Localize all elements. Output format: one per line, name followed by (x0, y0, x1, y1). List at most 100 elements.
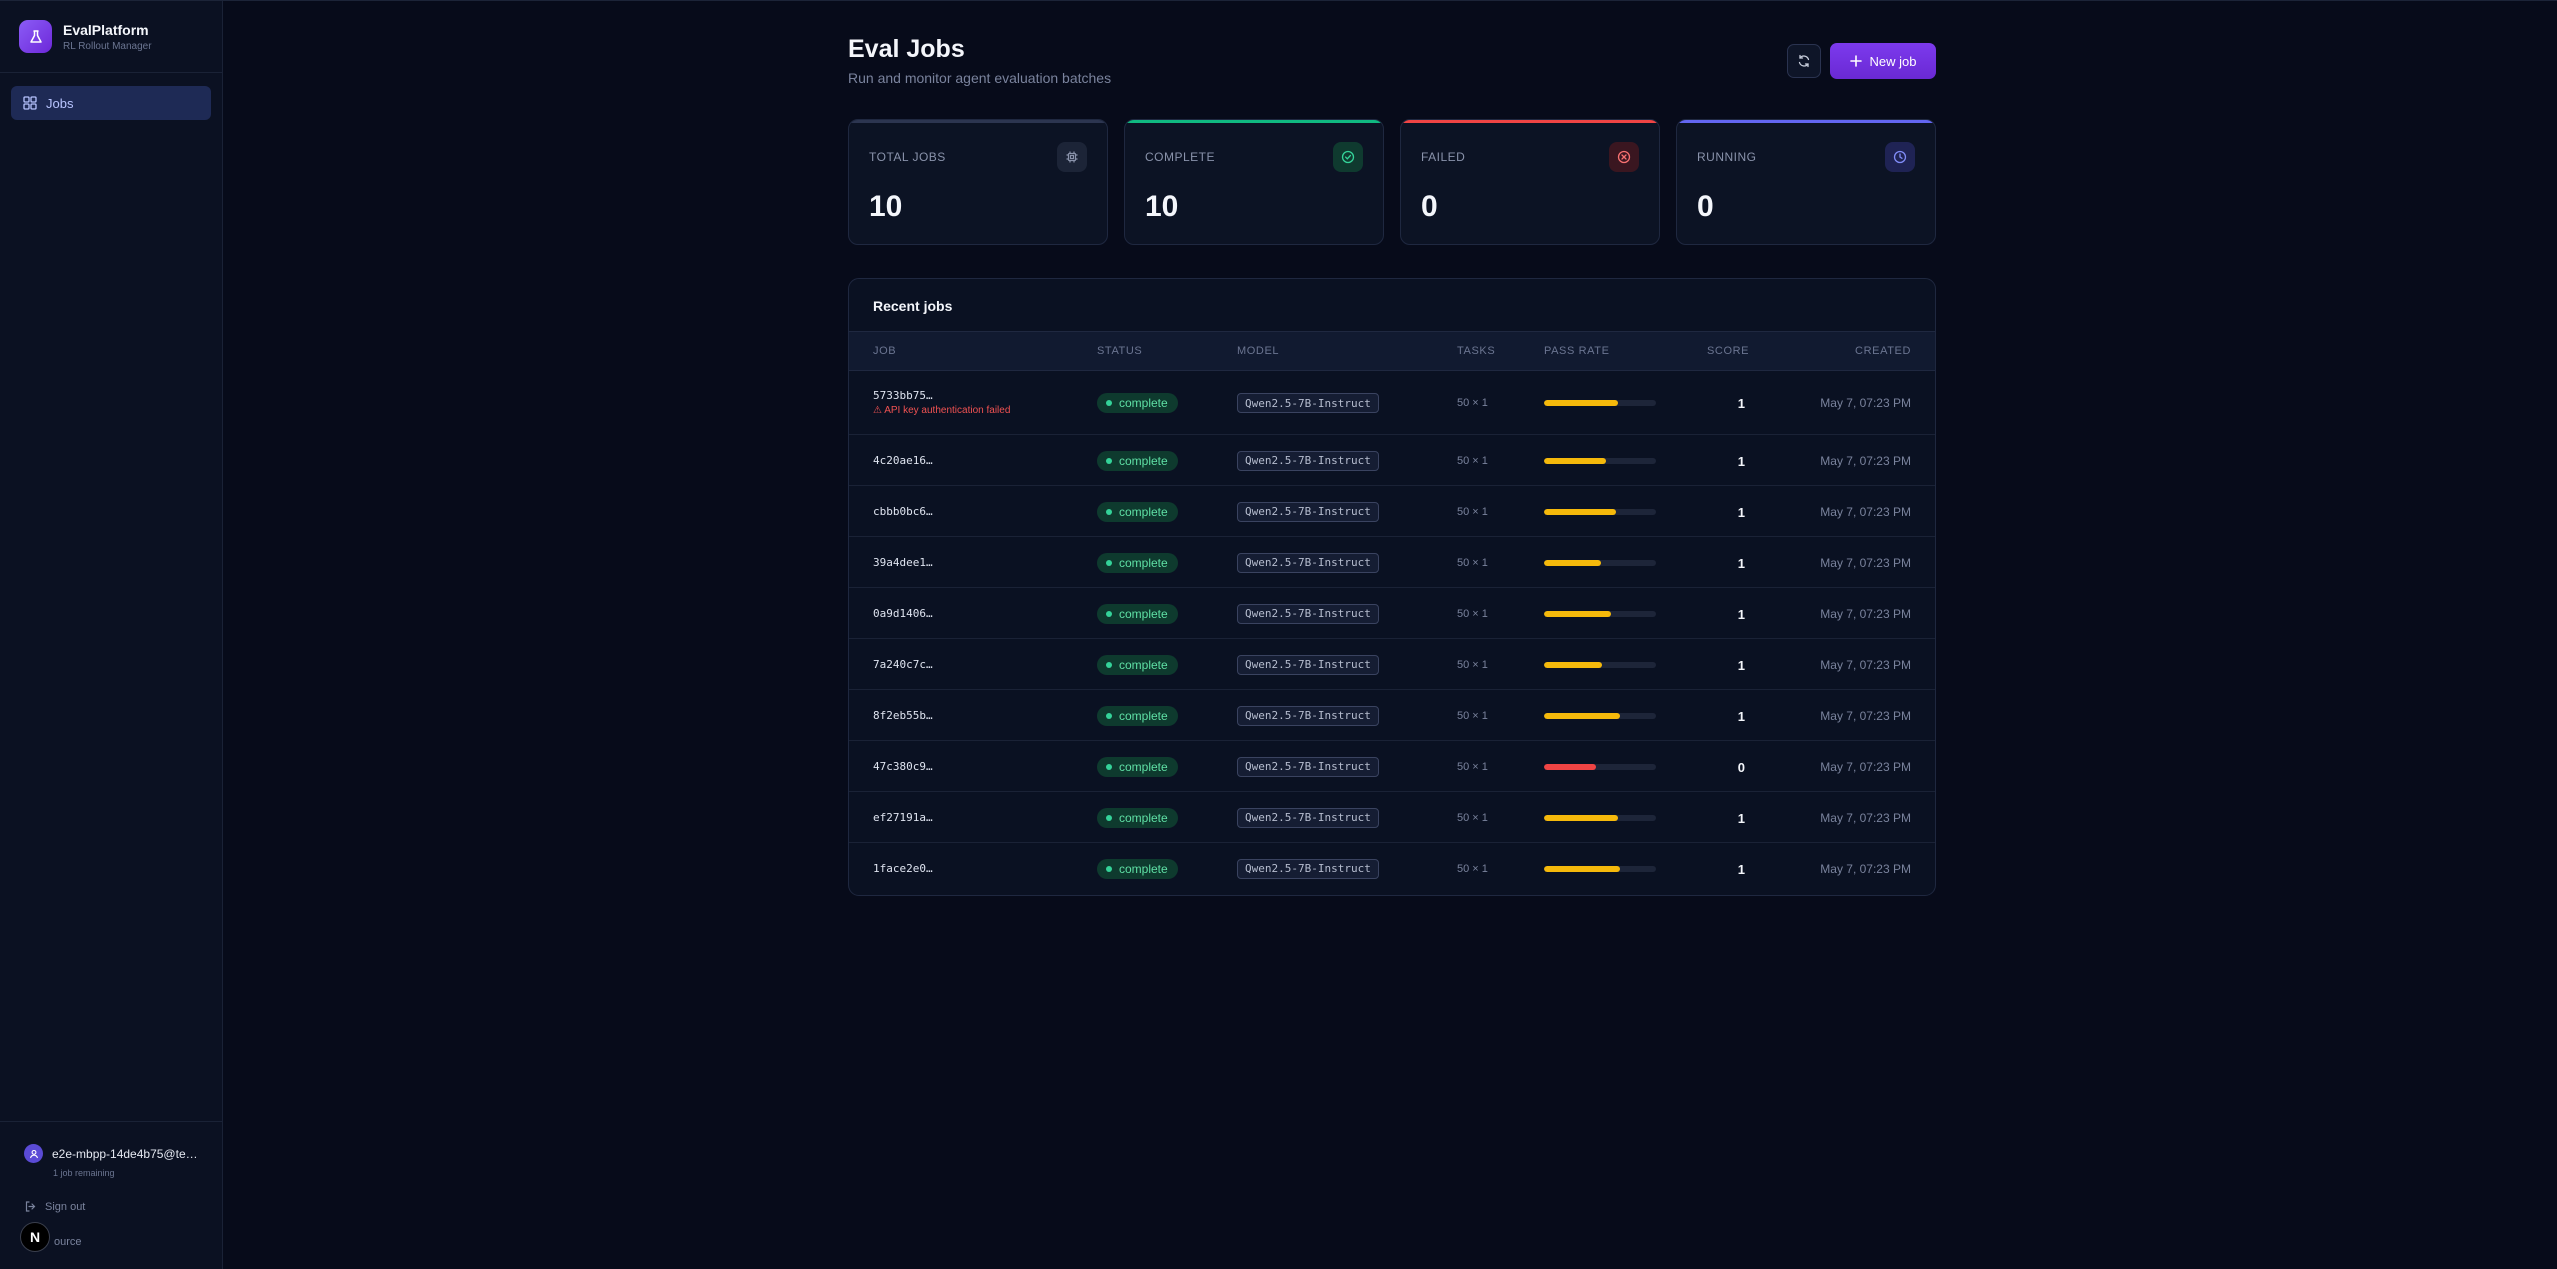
sidebar-item-label: Jobs (46, 95, 74, 111)
column-header-tasks[interactable]: TASKS (1457, 345, 1496, 357)
job-id[interactable]: 5733bb75… (873, 389, 933, 402)
score-value: 1 (1737, 453, 1745, 469)
job-id[interactable]: 1face2e0… (873, 861, 933, 875)
job-error: ⚠ API key authentication failed (873, 405, 1011, 416)
status-badge: complete (1097, 393, 1178, 413)
status-badge: complete (1097, 450, 1178, 471)
job-id[interactable]: 8f2eb55b… (873, 708, 933, 722)
table-row[interactable]: 4c20ae16… complete Qwen2.5-7B-Instruct 5… (849, 435, 1935, 486)
status-badge: complete (1097, 756, 1178, 777)
user-quota: 1 job remaining (53, 1168, 115, 1178)
created-time: May 7, 07:23 PM (1820, 759, 1911, 774)
job-id[interactable]: 7a240c7c… (873, 657, 933, 671)
job-id[interactable]: ef27191a… (873, 810, 933, 824)
status-label: complete (1119, 861, 1168, 876)
job-id[interactable]: cbbb0bc6… (873, 504, 933, 518)
brand-subtitle: RL Rollout Manager (63, 40, 152, 52)
status-dot (1106, 508, 1112, 515)
job-id[interactable]: 4c20ae16… (873, 453, 933, 467)
score-value: 1 (1737, 657, 1745, 673)
created-time: May 7, 07:23 PM (1820, 657, 1911, 672)
new-job-label: New job (1869, 53, 1917, 69)
score-value: 1 (1737, 555, 1745, 571)
stat-accent (849, 120, 1107, 123)
column-header-created[interactable]: CREATED (1855, 345, 1911, 357)
model-tag: Qwen2.5-7B-Instruct (1237, 552, 1379, 573)
score-value: 1 (1737, 708, 1745, 724)
score-value: 1 (1737, 810, 1745, 826)
tasks-count: 50 × 1 (1457, 556, 1488, 569)
column-header-score[interactable]: SCORE (1707, 345, 1750, 357)
job-id[interactable]: 47c380c9… (873, 759, 933, 773)
tasks-count: 50 × 1 (1457, 709, 1488, 722)
stat-label: COMPLETE (1145, 150, 1216, 164)
table-row[interactable]: 39a4dee1… complete Qwen2.5-7B-Instruct 5… (849, 537, 1935, 588)
stat-card-total: TOTAL JOBS 10 (848, 119, 1108, 245)
status-dot (1106, 559, 1112, 566)
column-header-model[interactable]: MODEL (1237, 345, 1280, 357)
pass-rate-bar (1544, 661, 1656, 668)
stat-card-complete: COMPLETE 10 (1124, 119, 1384, 245)
stat-label: FAILED (1421, 150, 1466, 164)
stat-label: TOTAL JOBS (869, 150, 946, 164)
status-dot (1106, 763, 1112, 770)
pass-rate-fill (1544, 559, 1602, 566)
stat-card-failed: FAILED 0 (1400, 119, 1660, 245)
sidebar: EvalPlatform RL Rollout Manager Jobs e2e… (0, 1, 223, 1269)
created-time: May 7, 07:23 PM (1820, 606, 1911, 621)
chip-icon (1057, 142, 1087, 172)
pass-rate-fill (1544, 712, 1621, 719)
user-email: e2e-mbpp-14de4b75@te… (52, 1146, 198, 1161)
pass-rate-bar (1544, 814, 1656, 821)
refresh-button[interactable] (1787, 44, 1821, 78)
job-id[interactable]: 39a4dee1… (873, 555, 933, 569)
source-link[interactable]: ource (54, 1236, 82, 1248)
tasks-count: 50 × 1 (1457, 862, 1488, 875)
table-row[interactable]: cbbb0bc6… complete Qwen2.5-7B-Instruct 5… (849, 486, 1935, 537)
pass-rate-bar (1544, 865, 1656, 872)
column-header-pass-rate[interactable]: PASS RATE (1544, 345, 1610, 357)
plus-icon (1849, 55, 1862, 67)
sign-out-button[interactable]: Sign out (24, 1200, 85, 1213)
stat-card-running: RUNNING 0 (1676, 119, 1936, 245)
table-row[interactable]: 47c380c9… complete Qwen2.5-7B-Instruct 5… (849, 741, 1935, 792)
new-job-button[interactable]: New job (1830, 43, 1936, 79)
table-row[interactable]: 0a9d1406… complete Qwen2.5-7B-Instruct 5… (849, 588, 1935, 639)
check-circle-icon (1333, 142, 1363, 172)
table-row[interactable]: 1face2e0… complete Qwen2.5-7B-Instruct 5… (849, 843, 1935, 894)
column-header-status[interactable]: STATUS (1097, 345, 1143, 357)
model-tag: Qwen2.5-7B-Instruct (1237, 705, 1379, 726)
score-value: 1 (1737, 504, 1745, 520)
created-time: May 7, 07:23 PM (1820, 810, 1911, 825)
next-dev-badge[interactable]: N (20, 1222, 50, 1252)
sidebar-nav: Jobs (0, 73, 222, 133)
table-header: JOB STATUS MODEL TASKS PASS RATE SCORE C… (849, 331, 1935, 371)
page-title: Eval Jobs (848, 35, 965, 63)
column-header-job[interactable]: JOB (873, 345, 897, 357)
model-tag: Qwen2.5-7B-Instruct (1237, 654, 1379, 675)
table-row[interactable]: 7a240c7c… complete Qwen2.5-7B-Instruct 5… (849, 639, 1935, 690)
table-row[interactable]: 8f2eb55b… complete Qwen2.5-7B-Instruct 5… (849, 690, 1935, 741)
recent-jobs-table: Recent jobs JOB STATUS MODEL TASKS PASS … (848, 278, 1936, 896)
sign-out-icon (25, 1201, 36, 1212)
created-time: May 7, 07:23 PM (1820, 504, 1911, 519)
job-id[interactable]: 0a9d1406… (873, 606, 933, 620)
status-dot (1106, 661, 1112, 668)
brand-title: EvalPlatform (63, 21, 149, 38)
tasks-count: 50 × 1 (1457, 811, 1488, 824)
pass-rate-bar (1544, 763, 1656, 770)
brand[interactable]: EvalPlatform RL Rollout Manager (0, 1, 222, 73)
model-tag: Qwen2.5-7B-Instruct (1237, 450, 1379, 471)
table-title: Recent jobs (873, 298, 953, 314)
status-badge: complete (1097, 654, 1178, 675)
pass-rate-fill (1544, 610, 1612, 617)
sidebar-item-jobs[interactable]: Jobs (11, 86, 211, 120)
table-row[interactable]: 5733bb75… ⚠ API key authentication faile… (849, 371, 1935, 435)
table-row[interactable]: ef27191a… complete Qwen2.5-7B-Instruct 5… (849, 792, 1935, 843)
pass-rate-fill (1544, 508, 1616, 515)
status-label: complete (1119, 504, 1168, 519)
user-icon (24, 1144, 43, 1163)
tasks-count: 50 × 1 (1457, 658, 1488, 671)
tasks-count: 50 × 1 (1457, 505, 1488, 518)
pass-rate-bar (1544, 712, 1656, 719)
